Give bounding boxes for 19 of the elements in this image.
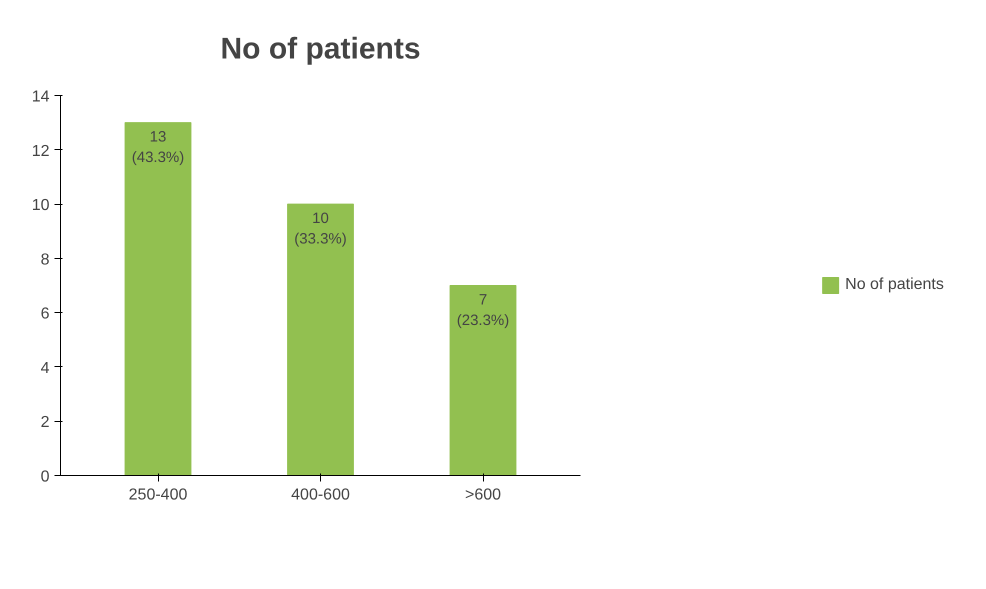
y-tick-label: 12 (32, 142, 50, 160)
y-tick-label: 8 (40, 251, 50, 268)
x-tick-label: 400-600 (291, 486, 350, 504)
y-tick-label: 6 (40, 306, 50, 323)
bar (287, 204, 354, 476)
data-label: 13 (43.3%) (132, 128, 184, 166)
bar (450, 285, 516, 476)
data-label: 10 (33.3%) (294, 210, 347, 248)
data-label: 7 (23.3%) (456, 292, 510, 329)
y-tick-label: 4 (40, 360, 50, 377)
chart-title: No of patients (220, 32, 420, 66)
y-tick-label: 10 (32, 197, 50, 214)
bar (124, 122, 192, 476)
y-tick-label: 0 (40, 468, 50, 486)
y-tick-label: 2 (40, 414, 50, 432)
legend-label: No of patients (845, 276, 944, 294)
y-tick-label: 14 (32, 88, 50, 106)
x-tick-label: 250-400 (128, 486, 188, 504)
x-tick-label: >600 (464, 486, 502, 504)
